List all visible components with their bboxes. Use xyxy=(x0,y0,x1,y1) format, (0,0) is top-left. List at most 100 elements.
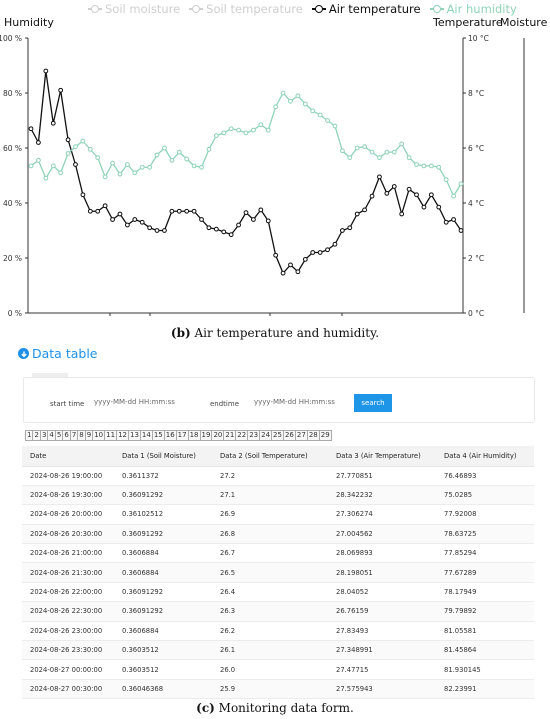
data-point xyxy=(362,144,368,150)
data-point xyxy=(302,256,308,262)
table-body: 2024-08-26 19:00:00 0.3611372 27.2 27.77085… xyxy=(22,466,534,700)
data-point xyxy=(265,218,271,224)
search-button[interactable]: search xyxy=(354,394,392,412)
series-line-air-temperature xyxy=(30,70,462,275)
table-header-row: Date Data 1 (Soil Moisture) Data 2 (Soil… xyxy=(22,446,534,467)
data-point xyxy=(236,127,241,133)
data-point xyxy=(399,211,405,217)
figure-caption-b: (b) Air temperature and humidity. xyxy=(0,326,550,340)
data-point xyxy=(50,120,56,126)
right-axis-tick-label: 10 °C xyxy=(468,34,489,43)
legend-item-soil-temperature[interactable]: Soil temperature xyxy=(189,2,303,16)
data-point xyxy=(273,252,279,258)
table-cell: 26.4 xyxy=(212,582,328,603)
table-cell: 27.1 xyxy=(212,485,328,506)
table-row: 2024-08-26 20:00:00 0.36102512 26.9 27.3062… xyxy=(22,504,534,525)
data-point xyxy=(228,126,234,132)
data-point xyxy=(332,241,338,247)
data-point xyxy=(162,145,167,151)
column-header-air-humidity: Data 4 (Air Humidity) xyxy=(436,446,534,467)
table-cell: 2024-08-26 23:00:00 xyxy=(22,621,114,642)
data-point xyxy=(443,219,449,225)
table-cell: 26.2 xyxy=(212,621,328,642)
data-point xyxy=(458,181,464,187)
end-time-input[interactable] xyxy=(254,393,354,411)
data-point xyxy=(139,219,145,225)
data-point xyxy=(339,148,345,154)
data-point xyxy=(436,164,442,170)
end-time-label: endtime xyxy=(210,400,240,408)
table-cell: 2024-08-27 00:00:00 xyxy=(22,659,114,680)
data-point xyxy=(132,217,138,222)
data-point xyxy=(184,156,190,162)
table-row: 2024-08-26 22:00:00 0.36091292 26.4 28.0405… xyxy=(22,582,534,603)
legend-label: Soil moisture xyxy=(105,2,181,16)
table-cell: 28.04052 xyxy=(328,582,436,603)
data-point xyxy=(154,152,160,158)
right-axis-tick-label: 4 °C xyxy=(468,199,484,208)
data-point xyxy=(273,104,279,110)
table-cell: 0.3606884 xyxy=(114,621,212,642)
data-point xyxy=(414,192,419,198)
data-point xyxy=(58,170,64,176)
data-table: Date Data 1 (Soil Moisture) Data 2 (Soil… xyxy=(22,446,534,700)
table-cell: 26.76159 xyxy=(328,601,436,622)
table-cell: 26.9 xyxy=(212,504,328,525)
table-cell: 0.36091292 xyxy=(114,485,212,506)
data-point xyxy=(377,155,382,161)
data-point xyxy=(458,228,464,233)
data-point xyxy=(399,141,405,147)
left-axis-tick-label: 60 % xyxy=(3,144,22,153)
data-point xyxy=(50,163,56,169)
data-point xyxy=(124,222,130,228)
data-point xyxy=(310,108,316,114)
legend-item-air-temperature[interactable]: Air temperature xyxy=(311,2,421,16)
data-point xyxy=(73,162,78,167)
data-point xyxy=(87,208,93,214)
data-point xyxy=(243,130,249,136)
table-cell: 27.2 xyxy=(212,466,328,486)
data-point xyxy=(213,226,219,232)
table-row: 2024-08-26 21:30:00 0.3606884 26.5 28.19805… xyxy=(22,562,534,583)
table-cell: 0.36091292 xyxy=(114,601,212,622)
table-cell: 27.47715 xyxy=(328,659,436,680)
data-point xyxy=(317,112,323,118)
table-cell: 77.85294 xyxy=(436,543,534,564)
data-point xyxy=(102,174,108,180)
page-link[interactable]: 29 xyxy=(318,430,332,441)
line-marker-icon xyxy=(311,4,326,14)
data-point xyxy=(36,157,41,163)
table-cell: 27.575943 xyxy=(328,679,436,700)
data-point xyxy=(95,208,101,214)
data-point xyxy=(428,192,434,198)
data-point xyxy=(73,144,78,150)
data-point xyxy=(43,68,49,74)
table-cell: 2024-08-26 23:30:00 xyxy=(22,640,114,661)
start-time-input[interactable] xyxy=(94,393,194,411)
table-cell: 26.8 xyxy=(212,524,328,545)
table-cell: 2024-08-26 22:00:00 xyxy=(22,582,114,603)
data-point xyxy=(80,192,86,198)
right-axis-tick-label: 0 °C xyxy=(468,309,484,318)
data-point xyxy=(191,208,197,214)
legend-item-soil-moisture[interactable]: Soil moisture xyxy=(88,2,180,16)
data-point xyxy=(43,175,49,181)
right-axis-title-moisture: Moisture xyxy=(500,16,548,29)
data-point xyxy=(421,204,427,210)
right-axis-tick-label: 8 °C xyxy=(468,89,484,98)
table-cell: 81.45864 xyxy=(436,640,534,661)
expand-circle-icon xyxy=(18,348,29,359)
search-panel: start time endtime search xyxy=(23,373,535,423)
table-cell: 26.7 xyxy=(212,543,328,564)
table-cell: 2024-08-26 20:00:00 xyxy=(22,504,114,525)
data-table-toggle[interactable]: Data table xyxy=(18,346,97,361)
data-point xyxy=(147,225,153,231)
data-point xyxy=(258,122,264,128)
data-point xyxy=(184,208,190,214)
legend-item-air-humidity[interactable]: Air humidity xyxy=(429,2,517,16)
series-line-air-humidity xyxy=(30,91,462,198)
data-point xyxy=(384,190,390,196)
table-cell: 26.1 xyxy=(212,640,328,661)
data-point xyxy=(362,207,368,213)
data-point xyxy=(451,217,456,222)
